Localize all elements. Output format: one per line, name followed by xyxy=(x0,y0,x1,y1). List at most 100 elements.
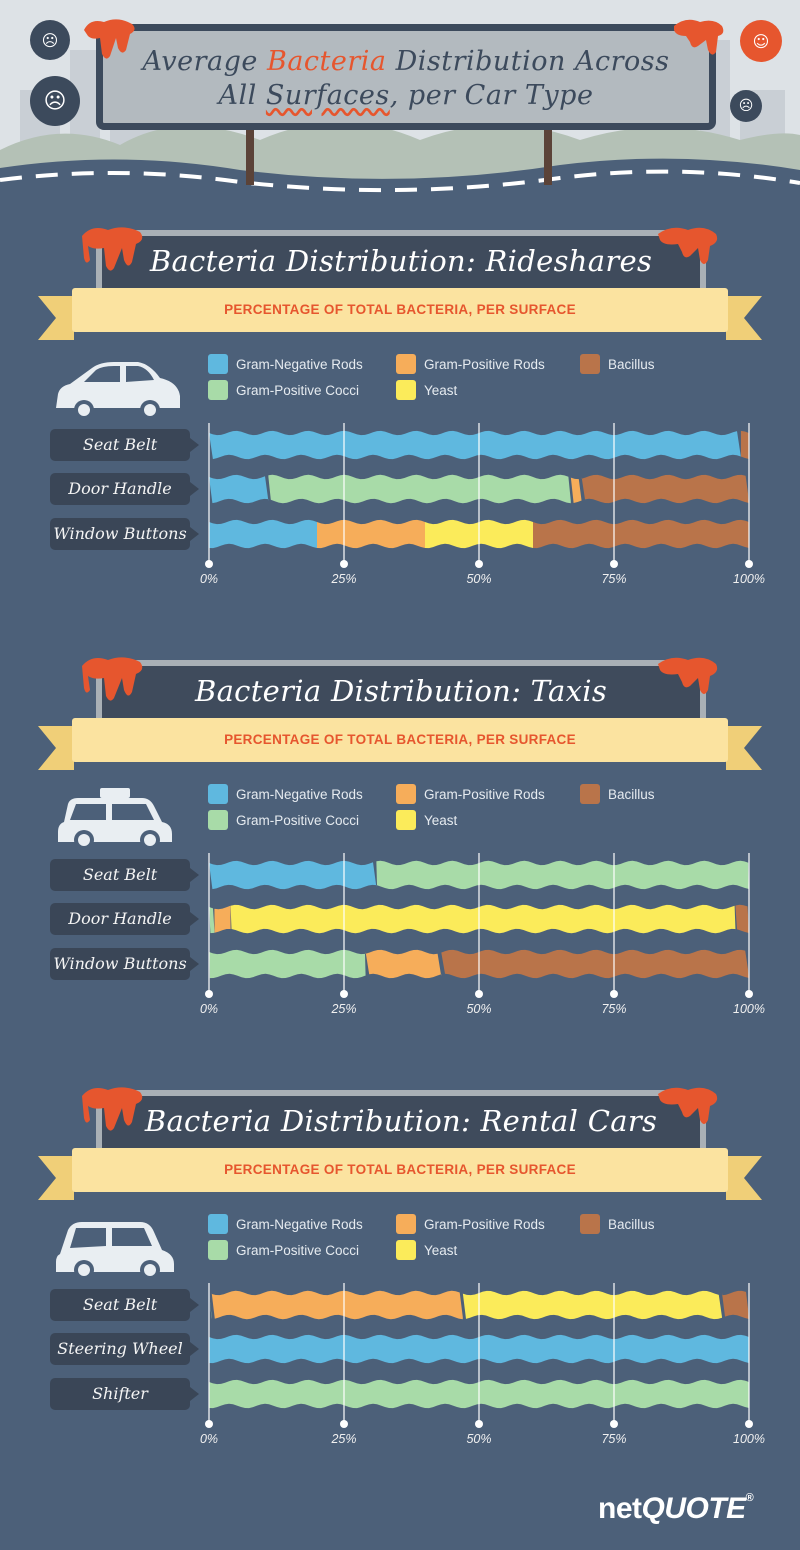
legend-label: Bacillus xyxy=(608,1216,655,1232)
tick-marker xyxy=(610,560,618,568)
x-tick-label: 0% xyxy=(199,1432,219,1446)
legend-swatch xyxy=(208,354,228,374)
tick-marker xyxy=(745,560,753,568)
stacked-bar-chart xyxy=(205,423,753,568)
ribbon-tail xyxy=(38,296,74,340)
legend-item: Gram-Negative Rods xyxy=(208,784,363,804)
logo-registered-mark: ® xyxy=(745,1492,754,1504)
row-label: Door Handle xyxy=(50,903,190,935)
legend-swatch xyxy=(396,380,416,400)
row-label-pointer xyxy=(190,957,199,971)
legend-item: Bacillus xyxy=(580,354,655,374)
paint-drip-icon xyxy=(82,227,143,271)
x-tick-label: 100% xyxy=(733,572,765,586)
tick-marker xyxy=(610,990,618,998)
legend-label: Gram-Positive Cocci xyxy=(236,382,360,398)
row-label: Window Buttons xyxy=(50,948,190,980)
x-tick-label: 0% xyxy=(199,572,219,586)
bar-segment xyxy=(570,477,582,503)
row-label-pointer xyxy=(190,868,199,882)
legend-label: Gram-Negative Rods xyxy=(236,356,363,372)
chart-legend: Gram-Negative Rods Gram-Positive Rods Baci… xyxy=(208,354,728,414)
title-text: Distribution Across xyxy=(386,46,670,77)
tick-marker xyxy=(340,1420,348,1428)
legend-item: Gram-Positive Cocci xyxy=(208,810,359,830)
chart-title: Bacteria Distribution: Taxis xyxy=(194,674,608,708)
page-title: Average Bacteria Distribution Across All… xyxy=(103,45,709,113)
ribbon-tail xyxy=(726,726,762,770)
bar-segment xyxy=(268,474,571,504)
legend-swatch xyxy=(396,354,416,374)
title-text: , per Car Type xyxy=(389,80,594,111)
row-label-pointer xyxy=(190,438,199,452)
legend-item: Gram-Positive Rods xyxy=(396,784,545,804)
title-text: Average xyxy=(142,46,267,77)
legend-swatch xyxy=(208,784,228,804)
x-tick-label: 100% xyxy=(733,1432,765,1446)
taxi-car-icon xyxy=(50,780,186,856)
tick-marker xyxy=(205,560,213,568)
legend-swatch xyxy=(396,810,416,830)
chart-subtitle: PERCENTAGE OF TOTAL BACTERIA, PER SURFAC… xyxy=(224,302,576,317)
netquote-logo: netQUOTE® xyxy=(598,1492,788,1528)
row-label: Seat Belt xyxy=(50,859,190,891)
paint-drip-icon xyxy=(84,19,135,59)
row-label: Shifter xyxy=(50,1378,190,1410)
ribbon-tail xyxy=(38,726,74,770)
legend-item: Gram-Positive Cocci xyxy=(208,380,359,400)
paint-drip-icon xyxy=(658,657,718,694)
legend-swatch xyxy=(208,1240,228,1260)
paint-drip-icon xyxy=(658,227,718,264)
legend-item: Yeast xyxy=(396,380,457,400)
legend-item: Yeast xyxy=(396,810,457,830)
tick-marker xyxy=(745,990,753,998)
title-text: All xyxy=(218,80,266,111)
bar-segment xyxy=(209,949,366,979)
chart-subtitle: PERCENTAGE OF TOTAL BACTERIA, PER SURFAC… xyxy=(224,732,576,747)
row-label-pointer xyxy=(190,912,199,926)
bar-segment xyxy=(441,949,749,979)
legend-item: Bacillus xyxy=(580,1214,655,1234)
stacked-bar-chart xyxy=(205,1283,753,1428)
bar-segment xyxy=(462,1290,722,1320)
legend-label: Yeast xyxy=(424,382,458,398)
legend-label: Gram-Positive Cocci xyxy=(236,1242,360,1258)
tick-marker xyxy=(340,560,348,568)
bar-segment xyxy=(209,860,377,890)
legend-item: Bacillus xyxy=(580,784,655,804)
chart-legend: Gram-Negative Rods Gram-Positive Rods Baci… xyxy=(208,1214,728,1274)
legend-label: Gram-Positive Rods xyxy=(424,1216,545,1232)
bar-segment xyxy=(211,1290,463,1320)
section-board xyxy=(96,1090,706,1150)
subtitle-ribbon xyxy=(72,718,728,762)
legend-item: Gram-Positive Rods xyxy=(396,354,545,374)
title-accent-word: Bacteria xyxy=(266,46,387,77)
x-tick-label: 50% xyxy=(466,572,492,586)
row-label: Seat Belt xyxy=(50,1289,190,1321)
paint-drip-icon xyxy=(658,1087,718,1124)
legend-label: Gram-Negative Rods xyxy=(236,786,363,802)
x-tick-label: 75% xyxy=(601,1432,627,1446)
stacked-bar-chart xyxy=(205,853,753,998)
chart-section: Bacteria Distribution: Rental Cars PERCEN… xyxy=(0,1087,800,1510)
legend-swatch xyxy=(580,354,600,374)
bar-segment xyxy=(740,430,749,460)
bar-segment xyxy=(209,907,215,934)
bar-segment xyxy=(365,949,442,979)
bar-segment xyxy=(533,519,749,549)
legend-label: Gram-Positive Cocci xyxy=(236,812,360,828)
tick-marker xyxy=(205,1420,213,1428)
subtitle-ribbon xyxy=(72,288,728,332)
bar-segment xyxy=(209,430,741,460)
legend-swatch xyxy=(396,784,416,804)
x-tick-label: 50% xyxy=(466,1432,492,1446)
sedan-car-icon xyxy=(50,350,186,426)
x-tick-label: 100% xyxy=(733,1002,765,1016)
row-label-pointer xyxy=(190,1342,199,1356)
sign-post xyxy=(246,125,254,185)
bar-segment xyxy=(230,904,736,934)
chart-title: Bacteria Distribution: Rental Cars xyxy=(144,1104,658,1138)
bar-segment xyxy=(209,474,269,504)
bar-segment xyxy=(209,519,317,549)
legend-label: Gram-Negative Rods xyxy=(236,1216,363,1232)
